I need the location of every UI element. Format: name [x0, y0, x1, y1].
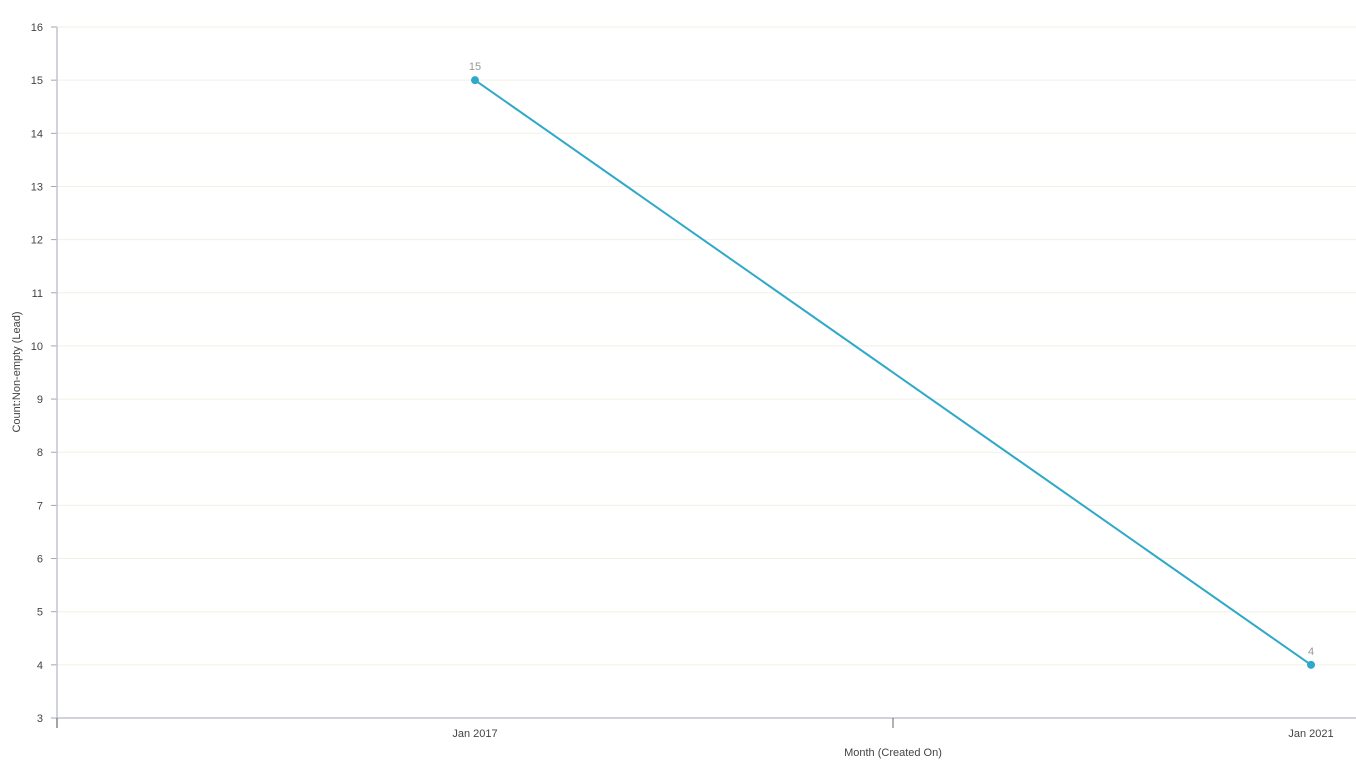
y-tick-label: 14 [31, 128, 43, 140]
series-group: 15 4 [469, 61, 1315, 669]
y-tick-label: 7 [37, 500, 43, 512]
y-tick-label: 12 [31, 235, 43, 247]
gridlines [57, 26, 1356, 666]
y-tick-label: 3 [37, 713, 43, 725]
x-tick-label: Jan 2017 [452, 728, 497, 740]
data-label: 4 [1308, 646, 1314, 658]
data-label: 15 [469, 61, 481, 73]
y-tick-label: 6 [37, 554, 43, 566]
y-tick-label: 5 [37, 607, 43, 619]
data-point [471, 76, 479, 85]
y-tick-label: 13 [31, 181, 43, 193]
y-tick-label: 8 [37, 447, 43, 459]
y-axis: 3 4 5 6 7 8 9 10 11 12 13 14 15 16 [31, 22, 58, 728]
y-tick-label: 10 [31, 341, 43, 353]
x-axis-title: Month (Created On) [844, 747, 942, 759]
x-tick-label: Jan 2021 [1288, 728, 1333, 740]
y-tick-label: 15 [31, 75, 43, 87]
series-line [474, 79, 1312, 666]
x-axis: Jan 2017 Jan 2021 [56, 717, 1356, 740]
y-axis-title: Count:Non-empty (Lead) [11, 311, 23, 432]
data-point [1307, 660, 1315, 669]
y-tick-label: 9 [37, 394, 43, 406]
y-tick-label: 11 [32, 288, 43, 300]
y-tick-label: 16 [31, 22, 43, 34]
y-tick-label: 4 [37, 660, 43, 672]
